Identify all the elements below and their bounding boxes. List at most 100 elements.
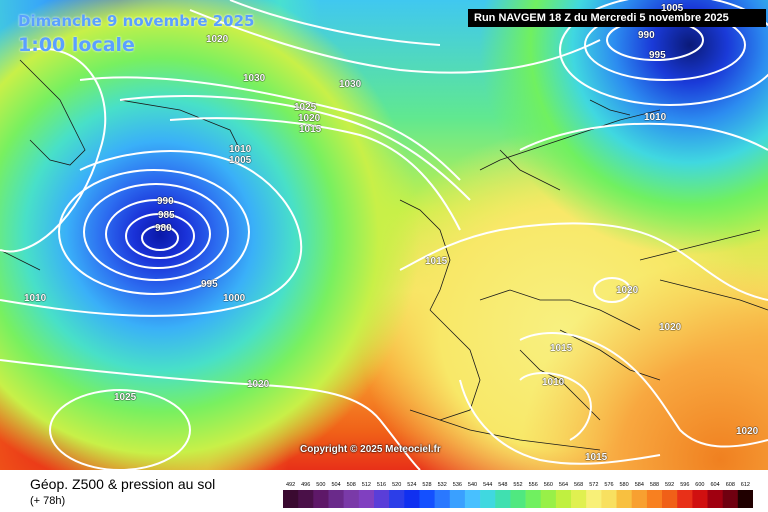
scale-swatch [495, 490, 511, 508]
isobar-label: 1005 [229, 155, 252, 166]
scale-tick-label: 560 [544, 482, 553, 488]
isobar-label: 1015 [299, 124, 322, 135]
scale-swatch [737, 490, 753, 508]
scale-swatch [707, 490, 723, 508]
copyright-text: Copyright © 2025 Meteociel.fr [300, 444, 441, 455]
scale-tick-label: 532 [438, 482, 447, 488]
color-scale-legend: 492 496 500 504 508 512 516 520 524 528 532 536 540 5… [283, 482, 753, 508]
scale-tick-label: 508 [347, 482, 356, 488]
scale-tick-label: 536 [453, 482, 462, 488]
scale-tick-label: 516 [377, 482, 386, 488]
isobar-label: 1010 [644, 112, 667, 123]
scale-tick-label: 540 [468, 482, 477, 488]
isobar-label: 1025 [114, 392, 137, 403]
scale-tick-label: 596 [680, 482, 689, 488]
scale-tick-label: 604 [711, 482, 720, 488]
scale-tick-label: 552 [513, 482, 522, 488]
scale-swatch [601, 490, 617, 508]
isobar-label: 1020 [247, 379, 270, 390]
isobar-label: 1020 [616, 285, 639, 296]
scale-tick-label: 584 [635, 482, 644, 488]
isobar-label: 995 [649, 50, 666, 61]
scale-swatch [328, 490, 344, 508]
scale-tick-label: 600 [695, 482, 704, 488]
scale-swatch [510, 490, 526, 508]
scale-swatch [419, 490, 435, 508]
isobar-label: 990 [157, 196, 174, 207]
scale-tick-label: 612 [741, 482, 750, 488]
scale-swatch [677, 490, 693, 508]
scale-swatch [555, 490, 572, 508]
isobar-label: 1000 [223, 293, 246, 304]
isobar-label: 1025 [294, 102, 317, 113]
scale-tick-label: 576 [604, 482, 613, 488]
isobar-label: 1020 [659, 322, 682, 333]
isobar-label: 1015 [425, 256, 448, 267]
scale-tick-label: 544 [483, 482, 492, 488]
scale-tick-label: 492 [286, 482, 295, 488]
scale-swatch [692, 490, 708, 508]
scale-tick-label: 588 [650, 482, 659, 488]
scale-tick-label: 524 [407, 482, 416, 488]
scale-swatch [662, 490, 678, 508]
scale-swatch [374, 490, 390, 508]
scale-swatch [358, 490, 375, 508]
scale-tick-label: 504 [332, 482, 341, 488]
isobar-label: 1015 [585, 452, 608, 463]
scale-swatch [404, 490, 420, 508]
scale-swatch [313, 490, 329, 508]
scale-swatch [616, 490, 632, 508]
weather-map [0, 0, 768, 470]
scale-swatch [389, 490, 405, 508]
scale-swatch [722, 490, 739, 508]
isobar-label: 1020 [206, 34, 229, 45]
scale-tick-label: 496 [301, 482, 310, 488]
scale-swatch [283, 490, 299, 508]
scale-swatch [449, 490, 466, 508]
run-info-box: Run NAVGEM 18 Z du Mercredi 5 novembre 2… [468, 9, 766, 27]
forecast-offset: (+ 78h) [30, 495, 66, 507]
isobar-label: 1015 [550, 343, 573, 354]
forecast-date: Dimanche 9 novembre 2025 [18, 12, 255, 30]
scale-tick-label: 564 [559, 482, 568, 488]
isobar-label: 980 [155, 223, 172, 234]
scale-swatch [480, 490, 496, 508]
scale-tick-label: 608 [726, 482, 735, 488]
scale-tick-label: 548 [498, 482, 507, 488]
scale-swatch [298, 490, 314, 508]
scale-swatch [571, 490, 587, 508]
isobar-label: 995 [201, 279, 218, 290]
scale-tick-label: 556 [529, 482, 538, 488]
isobar-label: 1030 [243, 73, 266, 84]
scale-swatch [586, 490, 602, 508]
scale-tick-label: 572 [589, 482, 598, 488]
scale-swatch [525, 490, 542, 508]
scale-tick-label: 500 [316, 482, 325, 488]
isobar-label: 1005 [661, 3, 684, 14]
isobar-label: 1020 [298, 113, 321, 124]
scale-tick-label: 592 [665, 482, 674, 488]
scale-tick-label: 568 [574, 482, 583, 488]
scale-swatch [631, 490, 648, 508]
scale-swatch [434, 490, 451, 508]
scale-tick-label: 520 [392, 482, 401, 488]
isobar-lines [0, 0, 768, 470]
isobar-label: 1020 [736, 426, 759, 437]
scale-swatch [540, 490, 557, 508]
isobar-label: 1010 [229, 144, 252, 155]
scale-swatch [646, 490, 663, 508]
scale-tick-label: 512 [362, 482, 371, 488]
scale-tick-label: 528 [422, 482, 431, 488]
isobar-label: 1030 [339, 79, 362, 90]
scale-tick-label: 580 [620, 482, 629, 488]
chart-title: Géop. Z500 & pression au sol [30, 476, 216, 492]
scale-swatch [464, 490, 481, 508]
isobar-label: 990 [638, 30, 655, 41]
isobar-label: 985 [158, 210, 175, 221]
scale-swatch [343, 490, 360, 508]
coastlines [0, 59, 768, 451]
forecast-time: 1:00 locale [18, 34, 135, 56]
isobar-label: 1010 [24, 293, 47, 304]
isobar-label: 1010 [542, 377, 565, 388]
